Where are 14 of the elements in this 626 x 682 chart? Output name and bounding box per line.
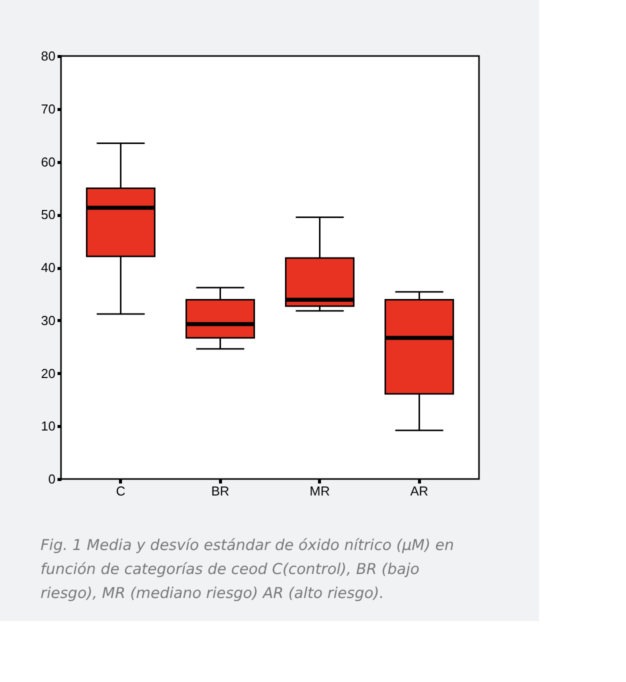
- y-tick-label: 0: [48, 472, 56, 486]
- y-tick-label: 70: [41, 101, 56, 116]
- y-tick-label: 60: [41, 154, 56, 170]
- y-tick-label: 50: [41, 207, 56, 222]
- y-tick-label: 10: [41, 418, 56, 434]
- y-tick-label: 30: [41, 312, 56, 328]
- x-tick-label: MR: [310, 484, 330, 498]
- y-tick-label: 40: [41, 260, 56, 275]
- y-tick-label: 20: [41, 366, 56, 381]
- y-tick-label: 80: [41, 48, 56, 64]
- x-tick-label: BR: [211, 484, 230, 498]
- caption: Fig. 1 Media y desvío estándar de óxido nítrico (μM) en función de categorías de ceod C(control), BR (bajo riesgo), MR (mediano riesgo) AR (alto riesgo).: [40, 536, 454, 602]
- x-tick-label: AR: [410, 484, 428, 498]
- x-tick-label: C: [116, 484, 126, 498]
